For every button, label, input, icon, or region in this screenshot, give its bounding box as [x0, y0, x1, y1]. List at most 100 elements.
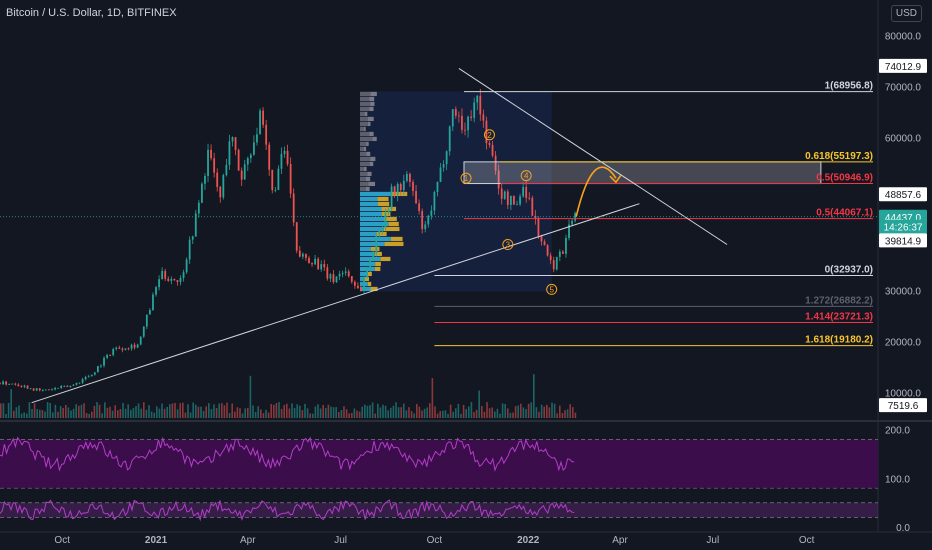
volume-bar: [574, 412, 577, 418]
candle-body: [366, 268, 369, 278]
volume-bar: [400, 407, 402, 418]
currency-button[interactable]: USD: [890, 5, 922, 22]
candle-body: [87, 376, 90, 378]
candle-body: [286, 150, 289, 164]
volume-bar: [291, 403, 293, 418]
volume-bar: [221, 403, 223, 418]
candle-body: [103, 357, 105, 366]
volume-bar: [91, 411, 93, 418]
wave-label-circle: [546, 283, 558, 295]
candle-body: [38, 388, 41, 391]
volume-bar: [143, 402, 145, 418]
price-tag-label: 74012.9: [885, 62, 922, 73]
volume-bar: [306, 408, 309, 418]
candle-body: [228, 141, 231, 165]
candle-body: [543, 241, 546, 246]
candle-body: [136, 344, 139, 348]
volume-profile-bar: [367, 121, 371, 127]
candle-body: [457, 115, 460, 117]
candle-body: [8, 384, 11, 385]
wave-label: 1: [464, 174, 469, 183]
candle-body: [35, 388, 38, 391]
time-axis-tick: 2021: [145, 535, 168, 546]
candle-body: [66, 385, 69, 388]
price-axis-tick: 30000.0: [885, 286, 922, 297]
volume-bar: [499, 413, 501, 418]
candle-body: [41, 390, 44, 391]
candle-body: [357, 285, 359, 289]
volume-bar: [442, 410, 444, 418]
volume-profile-bar: [359, 276, 365, 282]
candle-body: [14, 383, 17, 385]
volume-profile-bar: [366, 271, 372, 277]
candle-body: [256, 134, 258, 143]
volume-bar: [70, 410, 72, 418]
candle-body: [305, 253, 307, 258]
volume-bar: [473, 412, 475, 418]
candle-body: [298, 250, 301, 257]
fib-level-label: 0.618(55197.3): [805, 151, 873, 162]
volume-profile-bar: [359, 231, 377, 237]
candle-body: [54, 387, 56, 390]
volume-bar: [481, 406, 483, 418]
volume-bar: [366, 405, 369, 418]
candle-body: [516, 204, 518, 206]
volume-profile-bar: [370, 91, 377, 97]
candle-body: [197, 202, 200, 214]
candle-body: [20, 386, 23, 387]
volume-bar: [117, 410, 119, 418]
volume-bar: [171, 403, 174, 418]
time-axis-tick: Oct: [799, 535, 815, 546]
volume-profile-bar: [390, 191, 408, 197]
volume-bar: [548, 407, 551, 418]
candle-body: [188, 239, 191, 260]
volume-profile-bar: [365, 176, 371, 182]
volume-bar: [234, 411, 236, 418]
volume-bar: [252, 405, 254, 418]
volume-bar: [395, 402, 397, 418]
candle-body: [57, 387, 60, 389]
volume-bar: [67, 407, 70, 418]
time-axis-tick: Oct: [54, 535, 70, 546]
volume-bar: [174, 402, 176, 418]
fib-level-label: 1(68956.8): [825, 81, 873, 92]
volume-bar: [509, 412, 512, 418]
candle-body: [571, 220, 573, 225]
volume-bar: [379, 407, 382, 418]
volume-bar: [46, 402, 49, 418]
candle-body: [399, 184, 402, 190]
candle-body: [161, 271, 164, 280]
candle-body: [412, 181, 414, 192]
volume-bar: [78, 405, 80, 418]
volume-bar: [540, 404, 543, 418]
volume-bar: [403, 403, 405, 418]
candle-body: [60, 386, 63, 388]
candle-body: [96, 366, 99, 373]
volume-bar: [535, 407, 538, 418]
volume-profile-bar: [388, 221, 399, 227]
volume-bar: [325, 408, 327, 418]
wave-label-circle: [483, 129, 495, 141]
wave-label-circle: [460, 172, 472, 184]
volume-bar: [538, 411, 540, 418]
volume-bar: [223, 405, 226, 418]
volume-bar: [114, 405, 116, 418]
volume-profile-bar: [359, 176, 366, 182]
volume-bar: [205, 406, 207, 418]
volume-profile-bar: [369, 106, 374, 112]
volume-profile-bar: [390, 236, 403, 242]
price-axis-tick: 70000.0: [885, 82, 922, 93]
wave-label-circle: [502, 239, 514, 251]
candle-body: [133, 344, 136, 348]
volume-bar: [522, 407, 525, 418]
volume-bar: [330, 406, 332, 418]
volume-bar: [158, 408, 161, 418]
candle-body: [121, 348, 124, 350]
volume-bar: [335, 407, 337, 418]
volume-bar: [304, 403, 306, 418]
candle-body: [561, 251, 564, 254]
volume-profile-bar: [371, 246, 380, 252]
candle-body: [201, 183, 203, 203]
candle-body: [390, 186, 393, 210]
